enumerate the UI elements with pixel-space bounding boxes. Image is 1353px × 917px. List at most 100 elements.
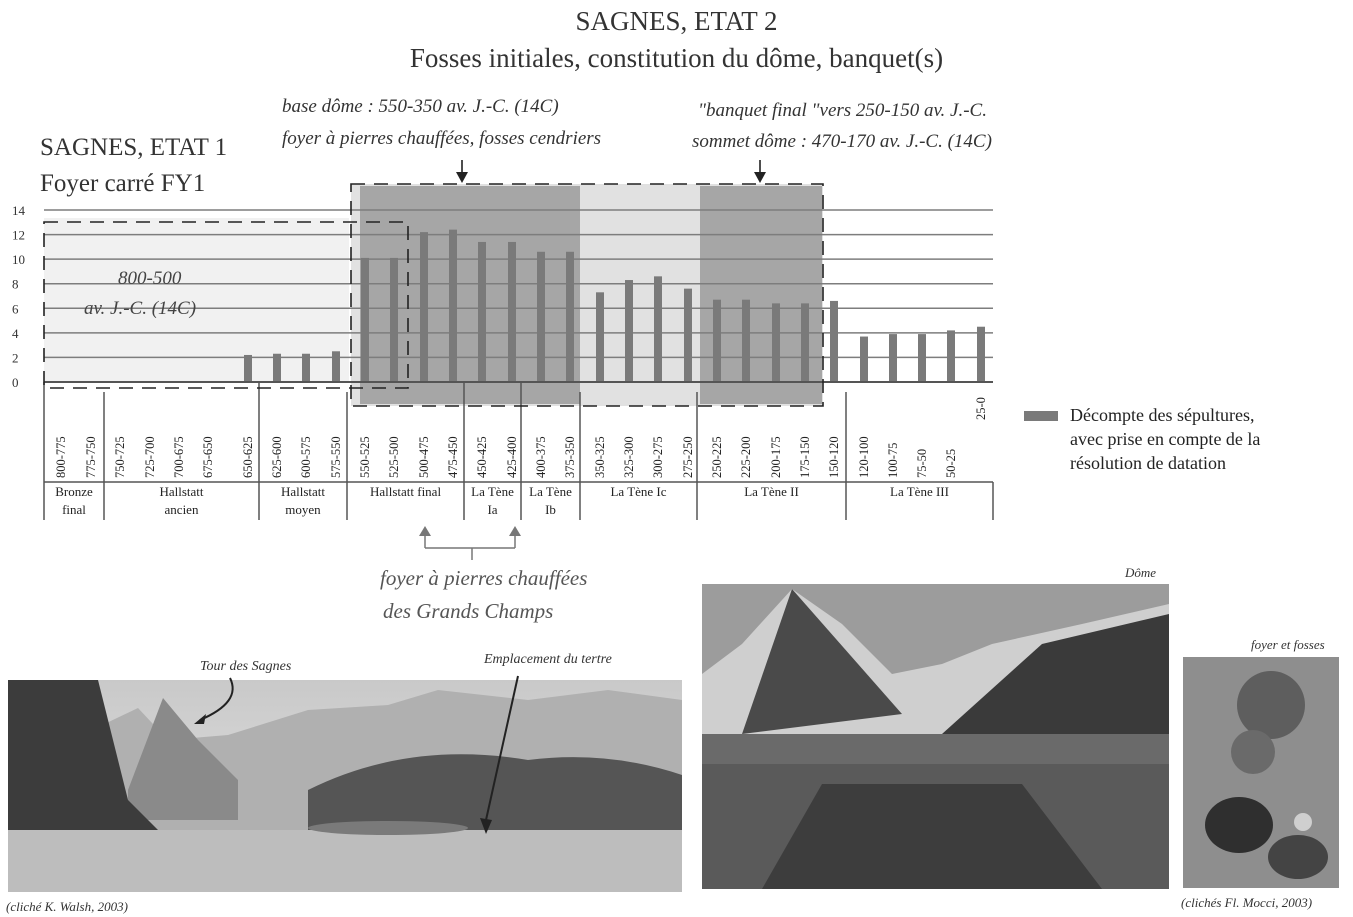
bar [742,299,750,382]
bar [244,354,252,382]
y-tick-label: 14 [12,203,26,218]
annotation-arrow-head [456,172,468,183]
x-tick-label: 475-450 [446,436,460,478]
grands-champs-bracket [419,526,521,560]
x-tick-label: 375-350 [563,436,577,478]
x-tick-label: 600-575 [299,436,313,478]
period-label: La Tène [471,484,514,499]
bar [596,292,604,382]
period-label: La Tène II [744,484,799,499]
period-label: moyen [285,502,321,517]
y-tick-label: 0 [12,375,19,390]
x-tick-label: 525-500 [387,436,401,478]
etat1-zone [44,218,349,382]
period-label: Ia [487,502,497,517]
bar [390,257,398,382]
y-tick-label: 4 [12,326,19,341]
banquet-annotation-line2: sommet dôme : 470-170 av. J.-C. (14C) [692,131,992,152]
period-label: Hallstatt [281,484,325,499]
legend-line1: Décompte des sépultures, [1070,405,1255,425]
etat1-date-line2: av. J.-C. (14C) [84,298,197,319]
x-tick-label: 400-375 [534,436,548,478]
x-tick-label: 675-650 [201,436,215,478]
y-tick-label: 12 [12,228,25,243]
period-label: Hallstatt final [370,484,442,499]
x-tick-label: 550-525 [358,436,372,478]
period-label: Ib [545,502,556,517]
period-label: La Tène [529,484,572,499]
period-label: ancien [165,502,199,517]
sepultures-chart: 0 2 4 6 8 10 12 14 800-775 775-750 750-725 725-700… [12,160,994,520]
bar [947,330,955,382]
period-label: Bronze [55,484,93,499]
legend-text: Décompte des sépultures, avec prise en c… [1070,403,1260,475]
bar [684,288,692,382]
bar [860,336,868,382]
annotation-arrow-head [754,172,766,183]
x-tick-label: 775-750 [84,436,98,478]
x-tick-label: 750-725 [113,436,127,478]
grands-champs-line2: des Grands Champs [383,599,554,623]
grands-champs-line1: foyer à pierres chauffées [380,566,588,590]
period-label: final [62,502,86,517]
x-tick-label: 625-600 [270,436,284,478]
bar [918,334,926,382]
x-tick-label: 225-200 [739,436,753,478]
banquet-annotation-line1: "banquet final "vers 250-150 av. J.-C. [698,100,987,121]
page-subtitle: Fosses initiales, constitution du dôme, … [409,43,944,73]
period-label: Hallstatt [159,484,203,499]
x-tick-label: 200-175 [769,436,783,478]
bar [302,353,310,382]
x-tick-label: 250-225 [710,436,724,478]
tertre-label: Emplacement du tertre [484,652,612,667]
x-tick-label: 120-100 [857,436,871,478]
bar [713,299,721,382]
period-label: La Tène III [890,484,949,499]
etat2-frame [350,183,824,407]
x-tick-label: 650-625 [241,436,255,478]
bar [830,300,838,382]
bar [273,353,281,382]
etat1-subtitle: Foyer carré FY1 [40,170,206,197]
etat1-date-line1: 800-500 [118,268,182,289]
x-tick-label: 150-120 [827,436,841,478]
bar [801,303,809,382]
base-annotation-line2: foyer à pierres chauffées, fosses cendri… [282,128,602,149]
x-tick-label: 275-250 [681,436,695,478]
y-tick-label: 6 [12,301,19,316]
x-tick-label: 300-275 [651,436,665,478]
x-tick-label: 725-700 [143,436,157,478]
x-tick-label: 50-25 [944,449,958,478]
bar [332,351,340,382]
etat1-title: SAGNES, ETAT 1 [40,134,228,161]
bar [977,326,985,382]
bar [449,229,457,382]
bar [772,303,780,382]
foyer-photo [1183,657,1339,888]
bar [508,241,516,382]
tour-label: Tour des Sagnes [200,659,292,674]
y-tick-label: 10 [12,252,25,267]
x-tick-label: 450-425 [475,436,489,478]
bar [889,334,897,382]
y-tick-label: 8 [12,277,19,292]
foyer-label: foyer et fosses [1251,637,1325,652]
x-tick-label: 75-50 [915,449,929,478]
bar [566,251,574,382]
x-tick-label: 700-675 [172,436,186,478]
dome-label: Dôme [1125,565,1157,580]
x-tick-label: 350-325 [593,436,607,478]
photo-arrows [194,675,519,834]
page-title: SAGNES, ETAT 2 [575,6,778,36]
bar [625,280,633,382]
x-tick-label: 500-475 [417,436,431,478]
bar [420,232,428,382]
legend-line3: résolution de datation [1070,453,1226,473]
bar [654,276,662,382]
x-tick-label: 25-0 [974,397,988,420]
x-tick-label: 325-300 [622,436,636,478]
base-annotation-line1: base dôme : 550-350 av. J.-C. (14C) [282,96,559,117]
landscape-photo [8,680,682,892]
period-label: La Tène Ic [610,484,666,499]
etat1-frame [43,221,409,389]
